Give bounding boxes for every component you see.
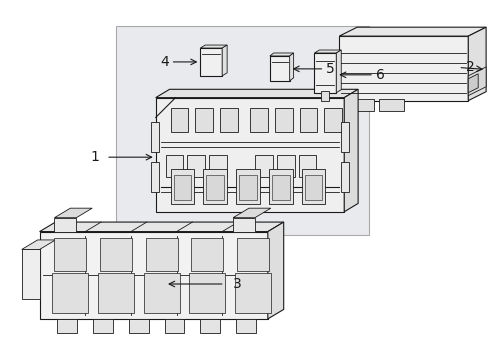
Bar	[52, 273, 88, 313]
Bar	[173, 175, 192, 200]
Bar	[272, 175, 290, 200]
Bar	[324, 108, 342, 132]
Bar	[277, 155, 294, 177]
Bar	[200, 319, 220, 333]
Bar	[239, 175, 257, 200]
Polygon shape	[40, 231, 268, 319]
Bar	[192, 238, 223, 271]
Bar	[93, 319, 113, 333]
Bar	[206, 175, 224, 200]
Polygon shape	[468, 27, 486, 100]
Polygon shape	[336, 50, 341, 93]
Bar	[190, 273, 225, 313]
Bar	[57, 319, 77, 333]
Bar	[237, 238, 269, 271]
Bar	[166, 155, 183, 177]
Bar	[275, 108, 293, 132]
Bar	[236, 169, 260, 204]
Bar	[116, 26, 369, 235]
Polygon shape	[468, 67, 486, 96]
Polygon shape	[339, 36, 468, 100]
Bar	[165, 319, 184, 333]
Polygon shape	[40, 222, 284, 231]
Text: 2: 2	[466, 60, 475, 75]
Bar	[301, 169, 325, 204]
Bar	[151, 122, 159, 152]
Bar	[250, 108, 268, 132]
Bar	[146, 238, 177, 271]
Bar	[269, 169, 293, 204]
Polygon shape	[268, 222, 284, 319]
Bar	[100, 238, 132, 271]
Bar	[54, 218, 76, 231]
Text: 3: 3	[233, 277, 242, 291]
Polygon shape	[290, 53, 294, 81]
Bar	[236, 319, 256, 333]
Bar	[321, 91, 329, 100]
Bar	[349, 99, 374, 111]
Bar	[203, 169, 227, 204]
Bar	[54, 238, 86, 271]
Bar	[233, 218, 255, 231]
Bar	[209, 155, 227, 177]
Bar	[144, 273, 179, 313]
Bar	[379, 99, 404, 111]
Bar	[98, 273, 134, 313]
Text: 1: 1	[90, 150, 99, 164]
Bar	[299, 108, 318, 132]
Polygon shape	[233, 208, 271, 218]
Polygon shape	[156, 98, 344, 212]
Polygon shape	[468, 74, 478, 93]
Polygon shape	[270, 53, 294, 56]
Polygon shape	[156, 89, 358, 98]
Polygon shape	[315, 50, 341, 53]
Bar	[171, 108, 189, 132]
Bar	[305, 175, 322, 200]
Bar	[129, 319, 149, 333]
Bar	[220, 108, 238, 132]
Polygon shape	[22, 240, 55, 249]
Polygon shape	[200, 45, 227, 48]
Bar	[196, 108, 213, 132]
Polygon shape	[200, 48, 222, 76]
Polygon shape	[315, 53, 336, 93]
Bar	[341, 122, 349, 152]
Polygon shape	[344, 89, 358, 212]
Bar	[298, 155, 317, 177]
Text: 4: 4	[160, 55, 169, 69]
Text: 5: 5	[326, 62, 335, 76]
Bar	[188, 155, 205, 177]
Polygon shape	[22, 249, 40, 299]
Polygon shape	[270, 56, 290, 81]
Polygon shape	[339, 27, 486, 36]
Bar	[171, 169, 195, 204]
Bar	[341, 162, 349, 192]
Polygon shape	[222, 45, 227, 76]
Bar	[235, 273, 271, 313]
Bar	[255, 155, 273, 177]
Polygon shape	[54, 208, 92, 218]
Text: 6: 6	[376, 68, 385, 82]
Bar	[151, 162, 159, 192]
